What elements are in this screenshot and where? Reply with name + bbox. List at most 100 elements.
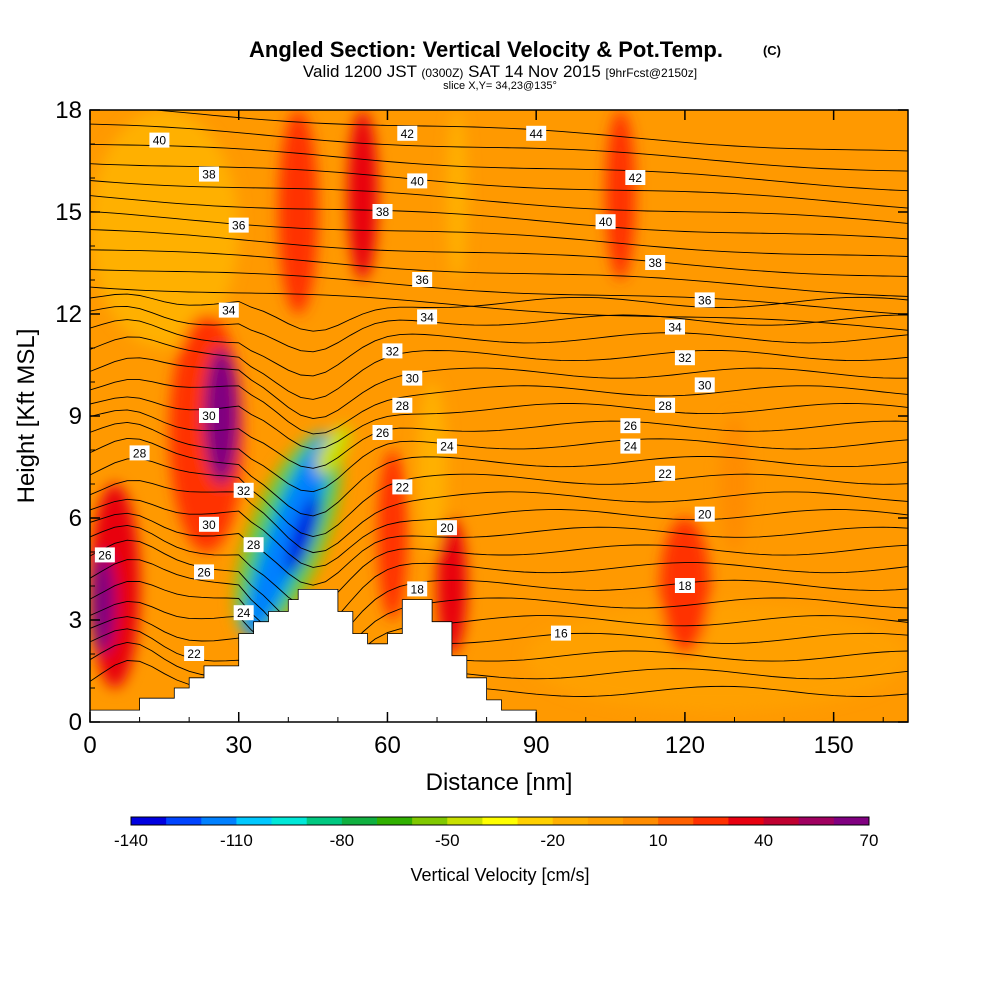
contour-label-text: 34: [222, 304, 236, 318]
y-tick-label: 3: [69, 607, 82, 634]
downdraft-core: [286, 495, 321, 575]
contour-label-text: 26: [197, 565, 211, 579]
colorbar-tick-label: 40: [754, 831, 773, 850]
valid-line: Valid 1200 JST (0300Z) SAT 14 Nov 2015 […: [303, 62, 697, 81]
isentrope: [90, 524, 908, 609]
isentrope: [150, 110, 908, 152]
isentrope: [90, 512, 908, 586]
contour-label-text: 22: [658, 467, 672, 481]
contour-label: 34: [218, 302, 239, 318]
isentrope: [90, 229, 908, 277]
contour-label: 26: [620, 418, 641, 434]
isentrope: [90, 396, 908, 450]
contour-label: 34: [417, 309, 438, 325]
velocity-region: [446, 110, 467, 280]
velocity-field: [90, 110, 908, 712]
contour-label-text: 42: [401, 127, 415, 141]
contour-label-box: [674, 350, 695, 366]
velocity-region: [278, 110, 319, 314]
contour-label: 26: [94, 547, 115, 563]
contour-label-text: 30: [202, 409, 216, 423]
colorbar-swatch: [658, 817, 694, 825]
contour-label-text: 18: [411, 582, 425, 596]
colorbar-swatch: [728, 817, 765, 825]
colorbar-tick-label: -110: [220, 831, 253, 850]
isentrope: [90, 421, 908, 493]
x-axis-label: Distance [nm]: [426, 769, 573, 796]
contour-label: 20: [694, 506, 715, 522]
contour-label-box: [94, 547, 115, 563]
contour-label-text: 38: [202, 168, 216, 182]
contour-label-text: 24: [440, 440, 454, 454]
colorbar-swatch: [833, 817, 870, 825]
contour-label-box: [655, 465, 676, 481]
contour-label-box: [655, 397, 676, 413]
contour-label: 32: [233, 482, 254, 498]
valid-date: SAT 14 Nov 2015: [468, 62, 601, 81]
contour-label: 42: [625, 170, 646, 185]
contour-label: 26: [372, 425, 393, 440]
isentrope: [90, 480, 908, 554]
contour-label-box: [407, 581, 428, 597]
velocity-region: [90, 552, 115, 654]
colorbar-label: Vertical Velocity [cm/s]: [410, 865, 589, 885]
contour-label-text: 32: [237, 484, 251, 498]
isentrope: [90, 180, 908, 224]
contour-label-text: 28: [658, 399, 672, 413]
contour-label-text: 26: [624, 419, 638, 433]
contour-label: 24: [233, 605, 254, 621]
contour-label: 22: [184, 646, 205, 661]
contour-label-box: [194, 564, 215, 580]
isentrope: [90, 616, 908, 703]
contour-label-text: 20: [440, 521, 454, 535]
contour-label-text: 24: [237, 606, 251, 620]
contour-label: 38: [372, 204, 393, 219]
contour-label-text: 44: [530, 127, 544, 141]
y-tick-label: 12: [55, 301, 82, 328]
colorbar-swatch: [131, 817, 167, 825]
contour-label-text: 28: [396, 399, 410, 413]
colorbar-swatch: [587, 817, 624, 825]
contour-label-text: 26: [376, 426, 390, 440]
contour-label: 32: [382, 343, 403, 359]
contour-label-box: [218, 302, 239, 318]
contour-label-text: 36: [232, 219, 246, 233]
contour-label-box: [392, 397, 413, 413]
contour-label: 28: [129, 445, 150, 461]
contour-label-box: [645, 255, 666, 270]
contour-label-text: 32: [386, 344, 400, 358]
contour-label-box: [620, 418, 641, 434]
contour-label-box: [198, 408, 219, 423]
contour-label: 32: [674, 350, 695, 366]
colorbar-swatch: [341, 817, 378, 825]
contour-label-box: [198, 166, 219, 182]
colorbar-tick-label: -20: [540, 831, 565, 850]
contour-label: 18: [407, 581, 428, 597]
contour-label: 36: [228, 217, 249, 233]
contour-label: 34: [664, 319, 685, 335]
colorbar-swatch: [236, 817, 273, 825]
colorbar-tick-label: -80: [330, 831, 355, 850]
colorbar-swatch: [623, 817, 659, 825]
contour-label: 16: [550, 625, 571, 641]
contour-label-box: [372, 425, 393, 440]
contour-label-box: [233, 605, 254, 621]
colorbar-swatch: [447, 817, 483, 825]
contour-label-box: [664, 319, 685, 335]
contour-label-box: [694, 506, 715, 522]
colorbar-swatch: [412, 817, 448, 825]
isentrope: [90, 286, 908, 331]
contour-label: 28: [392, 397, 413, 413]
downdraft-band: [245, 432, 332, 638]
contour-label: 30: [402, 370, 423, 386]
colorbar-swatch: [166, 817, 202, 825]
contour-label: 22: [392, 479, 413, 495]
contour-label-text: 34: [668, 321, 682, 335]
contour-label-box: [402, 370, 423, 386]
contour-label-text: 40: [153, 134, 167, 148]
slice-info: slice X,Y= 34,23@135°: [443, 80, 557, 92]
contour-label: 28: [655, 397, 676, 413]
forecast-run: [9hrFcst@2150z]: [606, 66, 698, 80]
x-tick-label: 90: [523, 732, 550, 759]
colorbar-frame: [130, 816, 870, 826]
